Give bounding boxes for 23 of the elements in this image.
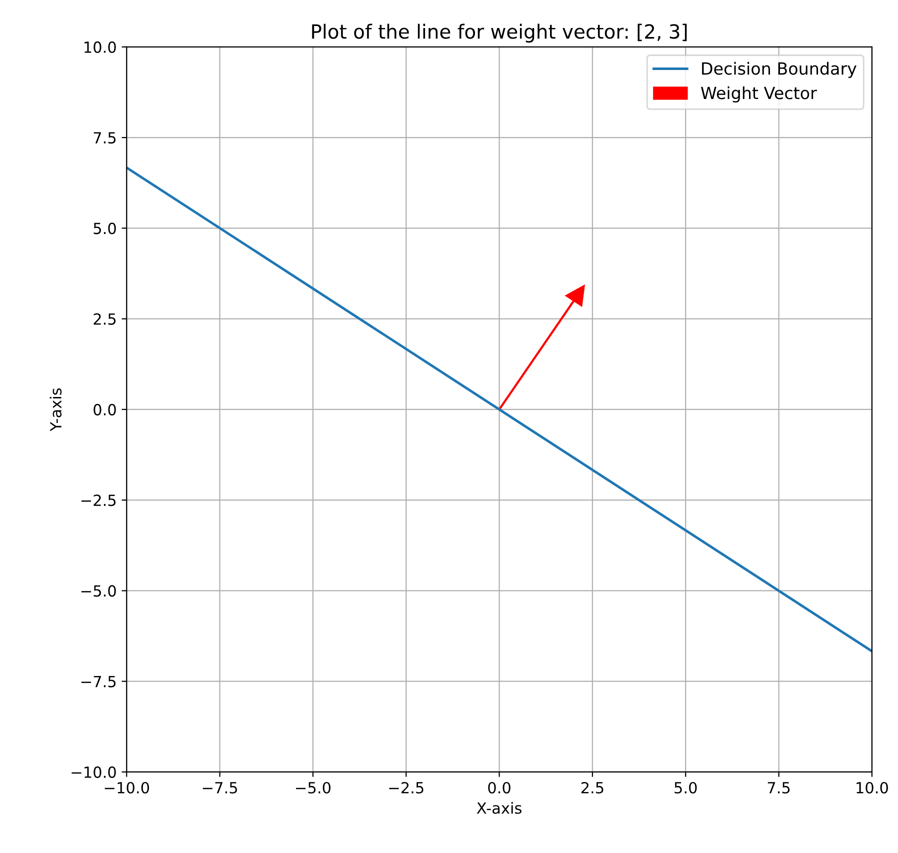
y-tick-label: −10.0 — [72, 766, 116, 778]
x-tick-label: −5.0 — [296, 782, 330, 794]
y-tick-label: 7.5 — [94, 132, 116, 144]
y-tick-label: −2.5 — [81, 494, 116, 506]
y-tick-label: 0.0 — [94, 404, 116, 416]
y-tick-label: 2.5 — [94, 313, 116, 325]
x-tick-label: 2.5 — [581, 782, 604, 794]
y-tick-label: −5.0 — [81, 585, 116, 597]
x-tick-label: 5.0 — [674, 782, 697, 794]
y-tick-label: 10.0 — [84, 41, 116, 53]
x-tick-label: 0.0 — [488, 782, 510, 794]
y-tick-label: 5.0 — [94, 222, 116, 234]
y-tick-label: −7.5 — [81, 676, 116, 688]
x-tick-label: 10.0 — [856, 782, 888, 794]
x-tick-label: −2.5 — [389, 782, 424, 794]
x-tick-label: −7.5 — [202, 782, 237, 794]
x-axis-title: X-axis — [476, 802, 522, 814]
legend-label: Weight Vector — [700, 86, 817, 103]
x-tick-label: 7.5 — [768, 782, 790, 794]
chart-title: Plot of the line for weight vector: [2, 3] — [312, 24, 687, 43]
legend-label: Decision Boundary — [702, 62, 856, 78]
y-axis-title: Y-axis — [50, 388, 62, 432]
x-tick-label: −10.0 — [104, 782, 150, 794]
